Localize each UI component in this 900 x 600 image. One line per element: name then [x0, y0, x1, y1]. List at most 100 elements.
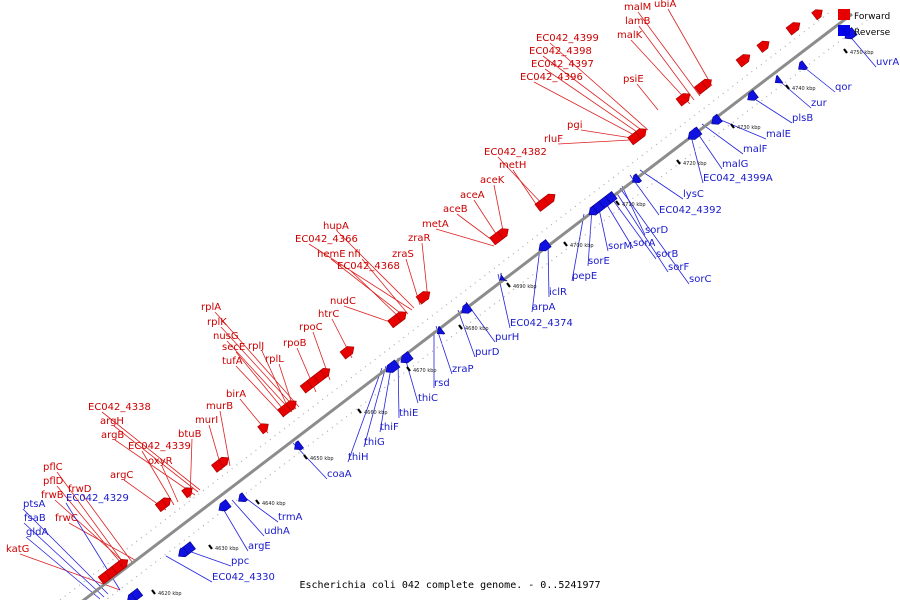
gene-label: rplA: [201, 302, 221, 313]
gene-label: plsB: [792, 113, 813, 124]
leader-line: [636, 83, 659, 111]
gene-label: EC042_4398: [529, 46, 592, 57]
leader-line: [308, 243, 413, 311]
leader-line: [336, 230, 415, 309]
legend-forward-label: Forward: [854, 12, 890, 22]
reverse-gene-arrow: [436, 325, 446, 335]
leader-line: [113, 425, 199, 493]
leader-line: [330, 258, 405, 317]
gene-label: EC042_4368: [337, 261, 400, 272]
tick-label: 4650 kbp: [310, 456, 334, 462]
gene-label: thiH: [348, 452, 369, 463]
gene-labels: katG pflC pflD frwB frwD frwC argC EC042_4339ox…: [6, 0, 899, 583]
leader-line: [141, 450, 175, 506]
tick-mark: [676, 159, 681, 165]
reverse-gene-arrow: [798, 60, 808, 71]
reverse-gene-arrow: [632, 173, 642, 184]
reverse-gene-arrow: [400, 351, 414, 364]
leader-line: [379, 361, 393, 433]
tick-label: 4630 kbp: [215, 546, 239, 552]
gene-label: rpoC: [299, 322, 323, 333]
forward-gene-arrow: [811, 9, 823, 21]
gene-label: aceK: [480, 175, 505, 186]
leader-line: [435, 228, 495, 247]
gene-label: thiE: [399, 408, 418, 419]
gene-label: btuB: [178, 429, 202, 440]
forward-gene-arrow: [339, 346, 355, 360]
leader-line: [497, 156, 545, 207]
tick-mark: [357, 408, 362, 414]
tick-mark: [563, 241, 568, 247]
forward-gene-arrow: [489, 228, 509, 246]
gene-label: EC042_4396: [520, 72, 583, 83]
reverse-gene-arrow: [588, 191, 618, 216]
leader-line: [343, 305, 391, 323]
leader-line: [715, 117, 767, 140]
reverse-gene-arrow: [747, 89, 759, 101]
reverse-gene-arrow: [774, 74, 784, 84]
tick-label: 4680 kbp: [465, 326, 489, 332]
gene-label: EC042_4399A: [703, 173, 773, 184]
leader-line: [749, 95, 793, 124]
gene-label: htrC: [318, 309, 339, 320]
gene-label: qor: [835, 82, 852, 93]
gene-label: rplJ: [248, 341, 264, 352]
gene-label: katG: [6, 544, 29, 555]
reverse-gene-arrow: [238, 492, 248, 503]
gene-label: malF: [743, 144, 768, 155]
leader-line: [689, 131, 704, 184]
leader-line: [557, 139, 631, 145]
gene-label: malM: [624, 2, 651, 13]
gene-label: frwB: [41, 490, 64, 501]
reverse-gene-arrow: [461, 302, 473, 314]
gene-label: ppc: [231, 556, 249, 567]
tick-label: 4640 kbp: [262, 501, 286, 507]
leader-line: [81, 493, 133, 563]
forward-gene-arrow: [97, 559, 129, 585]
leader-line: [114, 439, 196, 496]
gene-label: uvrA: [876, 57, 899, 68]
tick-mark: [615, 200, 620, 206]
gene-label: sorC: [689, 274, 711, 285]
legend-reverse-swatch: [838, 25, 850, 36]
gene-label: oxyR: [148, 456, 173, 467]
gene-label: hupA: [323, 221, 349, 232]
leader-line: [638, 25, 695, 101]
gene-label: murI: [195, 415, 218, 426]
gene-label: thiC: [418, 393, 438, 404]
gene-label: metH: [499, 160, 526, 171]
leader-line: [214, 311, 300, 408]
gene-label: udhA: [264, 526, 290, 537]
gene-label: EC042_4397: [531, 59, 594, 70]
tick-mark: [458, 324, 463, 330]
tick-mark: [303, 454, 308, 460]
tick-mark: [208, 544, 213, 550]
gene-label: rplL: [265, 354, 284, 365]
gene-label: psiE: [623, 74, 644, 85]
gene-label: lysC: [683, 189, 704, 200]
tick-mark: [506, 282, 511, 288]
tick-mark: [151, 589, 156, 595]
tick-label: 4730 kbp: [737, 125, 761, 131]
gene-label: argE: [248, 541, 271, 552]
gene-label: rplK: [207, 317, 227, 328]
reverse-gene-arrow: [538, 239, 552, 252]
leader-line: [571, 213, 585, 282]
tick-label: 4700 kbp: [570, 243, 594, 249]
leader-line: [421, 242, 429, 301]
leader-line: [457, 309, 476, 358]
leader-line: [23, 522, 105, 598]
kbp-ticks: 4620 kbp 4630 kbp 4640 kbp 4650 kbp 4660 kbp…: [151, 48, 874, 597]
tick-label: 4740 kbp: [792, 86, 816, 92]
gene-label: murB: [206, 401, 233, 412]
gene-label: EC042_4330: [212, 572, 275, 583]
gene-label: argH: [100, 416, 124, 427]
forward-gene-arrow: [257, 423, 269, 435]
forward-gene-arrow: [299, 368, 331, 394]
forward-gene-arrow: [154, 497, 172, 513]
gene-label: sorF: [668, 262, 689, 273]
leader-line: [533, 81, 637, 137]
forward-gene-arrow: [785, 22, 801, 36]
gene-label: zraS: [392, 249, 414, 260]
